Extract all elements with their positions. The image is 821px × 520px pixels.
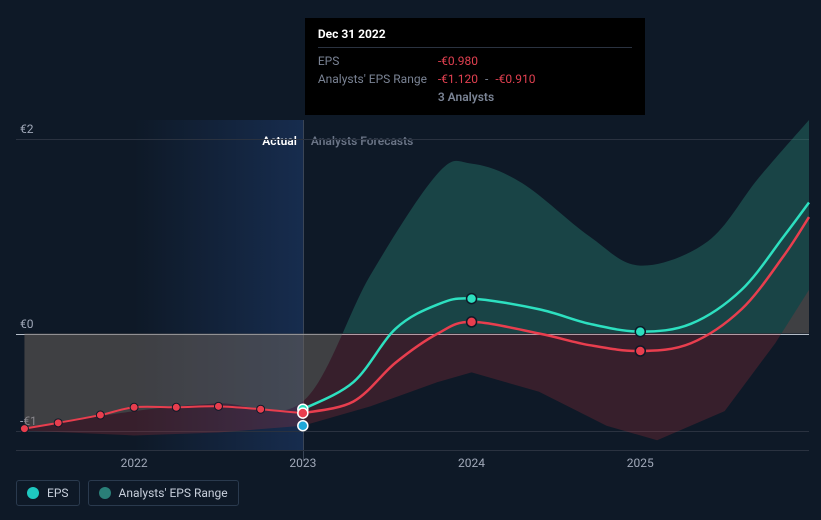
- legend-swatch-icon: [27, 487, 39, 499]
- divider-marker: [298, 408, 308, 418]
- actual-marker: [96, 411, 104, 419]
- plot-svg: [16, 120, 809, 450]
- x-tick-label: 2022: [121, 456, 148, 470]
- legend-swatch-icon: [99, 487, 111, 499]
- forecast-marker: [467, 317, 477, 327]
- actual-marker: [172, 403, 180, 411]
- legend-label: Analysts' EPS Range: [119, 486, 228, 500]
- x-tick-label: 2023: [289, 456, 316, 470]
- x-tick-label: 2025: [627, 456, 654, 470]
- forecast-marker: [635, 346, 645, 356]
- tooltip-label: Analysts' EPS Range: [318, 70, 438, 88]
- tooltip-range-value: -€1.120 - -€0.910: [438, 70, 536, 88]
- tooltip-analysts-count: 3 Analysts: [438, 90, 632, 104]
- actual-marker: [257, 405, 265, 413]
- divider-marker: [298, 421, 308, 431]
- range-sep: -: [485, 72, 488, 86]
- tooltip-label: EPS: [318, 52, 438, 70]
- legend-item-eps[interactable]: EPS: [16, 480, 80, 506]
- forecast-marker: [635, 327, 645, 337]
- actual-marker: [20, 425, 28, 433]
- tooltip-value: -€0.980: [438, 52, 478, 70]
- tooltip-row-eps: EPS -€0.980: [318, 52, 632, 70]
- chart-container: Actual Analysts Forecasts €2€0-€1 202220…: [16, 0, 809, 470]
- plot-area[interactable]: [16, 120, 809, 450]
- actual-marker: [130, 403, 138, 411]
- gridline: [16, 450, 809, 451]
- tooltip-date: Dec 31 2022: [318, 27, 632, 48]
- range-low: -€1.120: [438, 72, 478, 86]
- legend-label: EPS: [47, 486, 69, 500]
- legend-item-range[interactable]: Analysts' EPS Range: [88, 480, 239, 506]
- legend: EPS Analysts' EPS Range: [16, 480, 239, 506]
- forecast-marker: [467, 294, 477, 304]
- range-high: -€0.910: [495, 72, 535, 86]
- actual-marker: [214, 402, 222, 410]
- tooltip: Dec 31 2022 EPS -€0.980 Analysts' EPS Ra…: [305, 18, 645, 115]
- actual-marker: [54, 419, 62, 427]
- x-tick-label: 2024: [458, 456, 485, 470]
- tooltip-row-range: Analysts' EPS Range -€1.120 - -€0.910: [318, 70, 632, 88]
